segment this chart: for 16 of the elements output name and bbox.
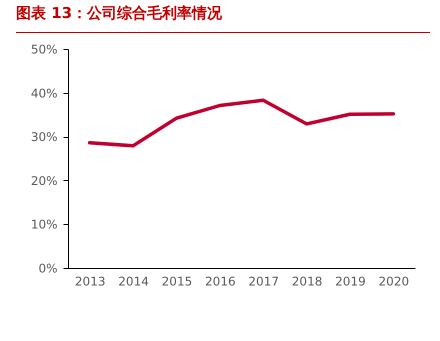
y-tick-label: 40%: [30, 86, 58, 100]
chart-title: 图表 13：公司综合毛利率情况: [16, 4, 224, 22]
x-tick-label: 2019: [335, 274, 366, 288]
line-series: [88, 98, 396, 148]
y-tick-label: 30%: [30, 130, 58, 144]
x-tick-label: 2014: [118, 274, 149, 288]
x-tick-label: 2013: [74, 274, 106, 288]
y-tick-label: 50%: [30, 42, 58, 56]
y-tick-label: 0%: [38, 262, 58, 276]
x-tick-label: 2016: [205, 274, 236, 288]
x-tick-label: 2020: [378, 274, 410, 288]
y-tick-label: 20%: [30, 174, 58, 188]
x-tick-label: 2015: [162, 274, 192, 288]
x-tick-label: 2018: [292, 274, 322, 288]
x-tick-label: 2017: [248, 274, 279, 288]
y-tick-label: 10%: [30, 218, 58, 232]
